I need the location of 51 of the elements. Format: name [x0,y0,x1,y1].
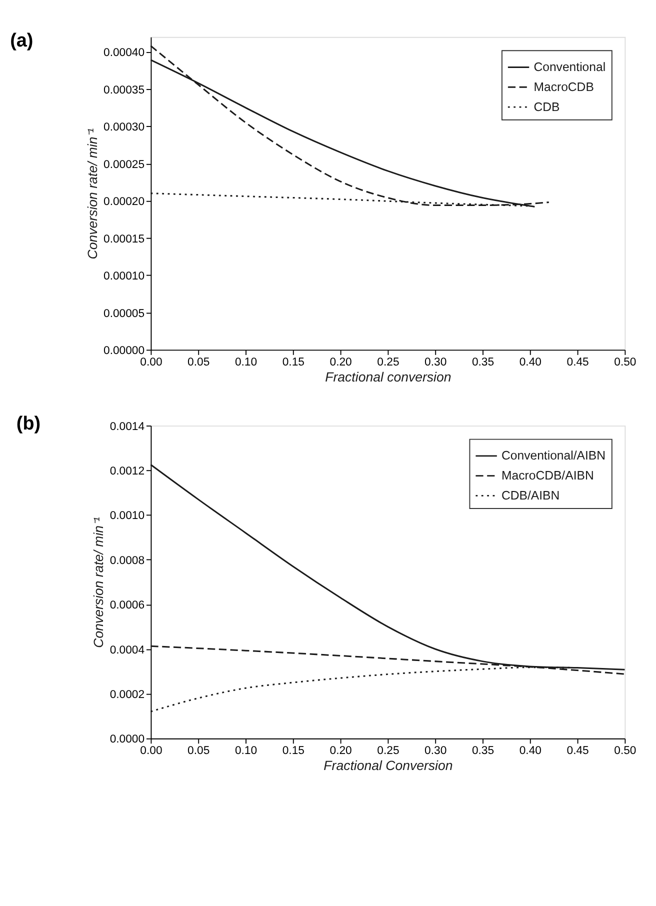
y-axis-title: Conversion rate/ min⁻¹ [84,128,100,260]
x-tick-label: 0.25 [377,356,400,368]
x-tick-label: 0.15 [282,356,304,368]
y-tick-label: 0.00015 [104,233,145,246]
x-tick-label: 0.50 [614,356,636,368]
legend-label: MacroCDB [534,80,594,94]
x-tick-label: 0.40 [519,356,542,368]
y-tick-label: 0.0000 [110,734,145,746]
legend-label: Conventional/AIBN [501,448,606,463]
legend-label: Conventional [534,60,606,74]
y-tick-label: 0.0008 [110,554,145,567]
y-tick-label: 0.00020 [104,196,145,208]
x-tick-label: 0.50 [614,745,636,758]
y-tick-label: 0.00005 [104,308,145,320]
x-tick-label: 0.20 [330,356,352,368]
x-tick-label: 0.45 [566,745,589,758]
y-tick-label: 0.0002 [110,688,145,701]
x-tick-label: 0.35 [472,356,494,368]
y-tick-label: 0.00025 [104,158,145,171]
x-tick-label: 0.05 [188,745,210,758]
x-tick-label: 0.30 [424,745,447,758]
y-tick-label: 0.00040 [104,47,145,60]
x-tick-label: 0.15 [282,745,304,758]
x-axis-title: Fractional conversion [325,369,452,384]
x-tick-label: 0.20 [330,745,352,758]
x-tick-label: 0.35 [472,745,494,758]
x-tick-label: 0.25 [377,745,400,758]
y-axis-title: Conversion rate/ min⁻¹ [91,516,106,648]
x-tick-label: 0.30 [424,356,447,368]
x-tick-label: 0.10 [234,356,258,368]
x-tick-label: 0.10 [234,745,258,758]
y-tick-label: 0.0006 [110,600,145,612]
x-tick-label: 0.05 [188,356,210,368]
legend-label: CDB [534,100,560,114]
y-tick-label: 0.00030 [104,122,145,134]
legend-label: MacroCDB/AIBN [501,468,594,483]
legend-label: CDB/AIBN [501,488,560,503]
y-tick-label: 0.0004 [110,644,145,656]
y-tick-label: 0.0010 [110,510,145,522]
y-tick-label: 0.0014 [110,420,145,433]
y-tick-label: 0.00000 [104,344,145,357]
y-tick-label: 0.00035 [104,84,145,96]
chart-title: (b) [16,413,41,434]
x-tick-label: 0.00 [140,745,162,758]
x-tick-label: 0.40 [519,745,542,758]
x-tick-label: 0.45 [566,356,589,368]
x-tick-label: 0.00 [140,356,162,368]
x-axis-title: Fractional Conversion [324,758,453,774]
chart-title: (a) [10,30,34,52]
y-tick-label: 0.00010 [104,270,145,283]
y-tick-label: 0.0012 [110,466,145,478]
